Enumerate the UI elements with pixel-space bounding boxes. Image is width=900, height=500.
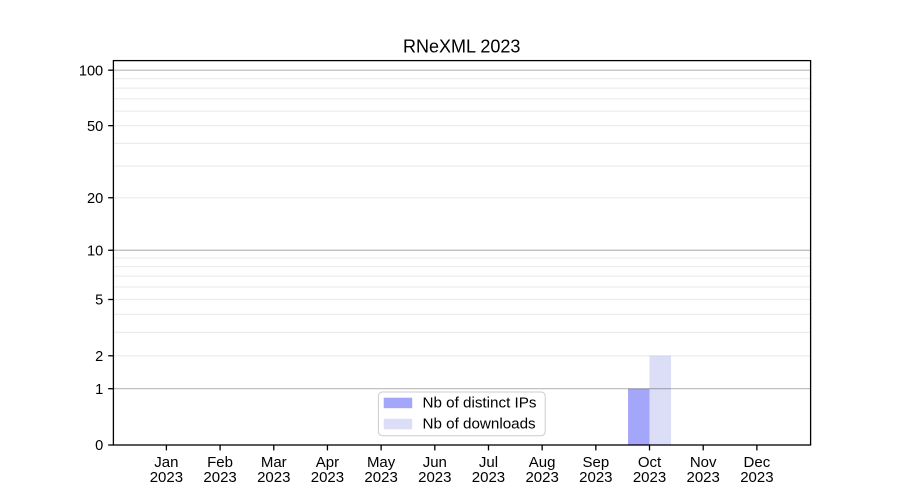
svg-text:1: 1 [95,382,103,398]
svg-text:2023: 2023 [311,469,344,486]
svg-text:20: 20 [87,191,103,207]
svg-text:2023: 2023 [579,469,612,486]
svg-text:2: 2 [95,349,103,365]
svg-text:May: May [367,454,396,471]
svg-text:Apr: Apr [316,454,339,471]
svg-text:Jul: Jul [479,454,498,471]
svg-text:Nb of distinct IPs: Nb of distinct IPs [423,394,537,411]
svg-text:2023: 2023 [633,469,666,486]
svg-text:5: 5 [95,293,103,309]
svg-text:10: 10 [87,243,103,259]
svg-text:2023: 2023 [203,469,236,486]
svg-text:0: 0 [95,438,103,454]
svg-text:Nov: Nov [690,454,717,471]
svg-text:Oct: Oct [638,454,662,471]
svg-text:2023: 2023 [525,469,558,486]
svg-text:2023: 2023 [150,469,183,486]
svg-text:Mar: Mar [261,454,287,471]
svg-text:Dec: Dec [744,454,771,471]
svg-text:2023: 2023 [364,469,397,486]
svg-text:50: 50 [87,119,103,135]
svg-text:2023: 2023 [740,469,773,486]
svg-text:Nb of downloads: Nb of downloads [423,416,537,433]
svg-text:RNeXML 2023: RNeXML 2023 [403,37,520,57]
svg-text:2023: 2023 [687,469,720,486]
svg-text:100: 100 [79,63,103,79]
svg-text:Aug: Aug [529,454,556,471]
svg-text:Sep: Sep [582,454,609,471]
svg-text:2023: 2023 [472,469,505,486]
svg-text:Jan: Jan [154,454,178,471]
svg-text:Jun: Jun [423,454,447,471]
svg-text:2023: 2023 [418,469,451,486]
svg-text:Feb: Feb [207,454,233,471]
svg-text:2023: 2023 [257,469,290,486]
